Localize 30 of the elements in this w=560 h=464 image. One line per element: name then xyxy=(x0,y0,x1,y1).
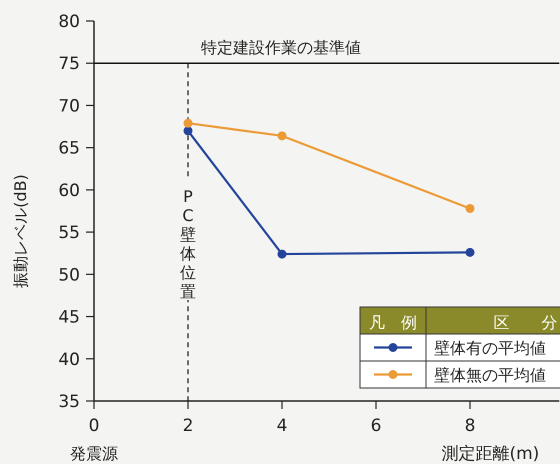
y-tick-label: 60 xyxy=(58,180,80,201)
point xyxy=(466,204,474,213)
y-tick-label: 75 xyxy=(58,54,80,74)
y-tick-label: 70 xyxy=(58,96,80,116)
legend-title: 凡 例 xyxy=(369,313,417,332)
point xyxy=(184,118,192,128)
x-tick-label: 0 xyxy=(88,416,100,436)
ref-line-label: PC壁体位置 xyxy=(180,187,196,301)
y-tick-label: 40 xyxy=(58,350,80,370)
y-tick-label: 55 xyxy=(58,223,80,244)
y-tick-label: 35 xyxy=(58,392,80,412)
y-tick-label: 65 xyxy=(58,138,80,159)
point xyxy=(278,250,286,259)
annotation: 区 分 xyxy=(494,313,558,332)
x-axis-title: 測定距離(m) xyxy=(441,444,540,464)
text: 発震源 xyxy=(70,444,118,463)
y-tick-label: 50 xyxy=(58,265,80,286)
x-tick-label: 8 xyxy=(464,416,476,436)
x-tick-label: 6 xyxy=(370,416,382,436)
ref-line-label: 特定建設作業の基準値 xyxy=(201,38,361,58)
y-axis-title: 振動レベル(dB) xyxy=(11,174,30,288)
x-tick-label: 4 xyxy=(276,416,288,436)
legend-label: 壁体無の平均値 xyxy=(434,366,546,384)
x-tick-label: 2 xyxy=(182,416,194,436)
y-tick-label: 45 xyxy=(58,308,80,328)
legend-label: 壁体有の平均値 xyxy=(434,338,546,358)
point xyxy=(278,131,286,140)
y-tick-label: 80 xyxy=(58,12,80,32)
point xyxy=(184,126,192,136)
point xyxy=(466,248,474,257)
